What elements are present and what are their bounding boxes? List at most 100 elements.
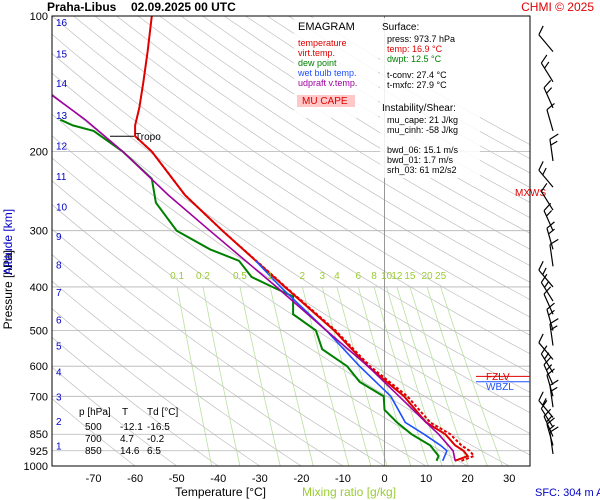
freezing-level-label: FZLV: [486, 372, 510, 383]
temperature-tick-label: -40: [210, 473, 226, 485]
mixing-ratio-label: 25: [435, 271, 447, 282]
dry-adiabat-line: [73, 16, 530, 318]
instability-line: srh_03: 61 m2/s2: [387, 165, 457, 175]
altitude-tick-label: 3: [56, 393, 62, 404]
wind-barb-shaft: [538, 169, 554, 188]
wind-barb-flag: [546, 87, 553, 94]
dry-adiabat-line: [223, 16, 530, 203]
y-axis-label-pressure: Pressure [hPa]: [1, 250, 15, 329]
wind-barb-shaft: [546, 309, 554, 331]
legend-item: virt.temp.: [298, 48, 335, 58]
plot-area: 0.1 0.2 0.5 1 2 3 4 6 8 10 12 15 20 25: [52, 16, 530, 466]
altitude-tick-label: 13: [56, 111, 68, 122]
temperature-tick-label: -50: [169, 473, 185, 485]
dry-adiabat-line: [202, 16, 530, 219]
credit-label: CHMI © 2025: [521, 0, 594, 14]
wind-barb-shaft: [549, 432, 554, 454]
levels-table-cell: 500: [85, 422, 102, 433]
wind-barb: [546, 417, 555, 446]
temperature-tick-label: -10: [335, 473, 351, 485]
temperature-tick-label: -30: [252, 473, 268, 485]
station-name: Praha-Libus: [47, 0, 117, 14]
dry-adiabat-line: [116, 16, 530, 283]
pressure-tick-label: 600: [30, 361, 48, 373]
wind-barb-shaft: [543, 364, 554, 386]
wind-barb-shaft: [543, 87, 554, 109]
wind-barb: [540, 273, 554, 302]
wind-barb: [538, 391, 554, 418]
mixing-ratio-label: 0.2: [196, 271, 210, 282]
levels-table-cell: -0.2: [147, 434, 165, 445]
wind-barb-shaft: [549, 323, 554, 346]
surface-line: dwpt: 12.5 °C: [387, 54, 442, 64]
wind-barbs-column: [538, 25, 559, 454]
mixing-ratio-label: 1: [267, 271, 273, 282]
wind-barb-flag: [546, 368, 555, 376]
altitude-tick-label: 12: [56, 142, 68, 153]
wind-barb-flag: [549, 238, 559, 246]
levels-table-cell: 4.7: [120, 434, 134, 445]
wind-barb: [543, 202, 554, 231]
pressure-tick-label: 700: [30, 391, 48, 403]
mixing-ratio-line: [386, 286, 443, 466]
mixing-ratio-label: 0.5: [233, 271, 247, 282]
dry-adiabat-line: [52, 16, 530, 336]
wind-barb-shaft: [540, 191, 554, 211]
wind-barb-flag: [546, 221, 555, 229]
wind-barb-flag: [540, 345, 548, 355]
wind-barb: [546, 102, 555, 132]
wind-barb-flag: [548, 309, 555, 316]
dry-adiabat-line: [52, 398, 136, 466]
pressure-tick-label: 300: [30, 226, 48, 238]
wind-barb: [540, 182, 554, 211]
levels-table-header: T: [122, 407, 128, 418]
wind-barb-shaft: [549, 385, 554, 408]
surface-line: temp: 16.9 °C: [387, 44, 443, 54]
temperature-tick-label: -60: [127, 473, 143, 485]
wind-barb-flag: [546, 210, 553, 217]
altitude-tick-label: 7: [56, 288, 62, 299]
mixing-ratio-label: 20: [421, 271, 433, 282]
wind-barb-shaft: [540, 282, 554, 302]
dry-adiabat-line: [52, 113, 530, 434]
wind-barb-flag: [538, 260, 544, 271]
legend-item: udpraft v.temp.: [298, 78, 357, 88]
mixing-ratio-label: 15: [404, 271, 416, 282]
temperature-tick-label: -20: [293, 473, 309, 485]
temperature-tick-label: -70: [86, 473, 102, 485]
mixing-ratio-label: 2: [300, 271, 306, 282]
mixing-ratio-label: 10: [381, 271, 393, 282]
mixing-ratio-label: 3: [319, 271, 325, 282]
mixing-ratio-label: 4: [334, 271, 340, 282]
levels-table-cell: 14.6: [120, 446, 140, 457]
legend-item: wet bulb temp.: [297, 68, 357, 78]
wind-barb-flag: [550, 386, 558, 392]
temperature-tick-label: 0: [381, 473, 387, 485]
info-box: [380, 18, 480, 178]
surface-extra-line: t-conv: 27.4 °C: [387, 70, 447, 80]
wind-barb: [538, 260, 554, 288]
altitude-tick-label: 8: [56, 261, 62, 272]
series-line-parcel: [52, 94, 456, 461]
series-line-temperature: [134, 16, 470, 462]
wind-barb-flag: [538, 25, 544, 36]
wind-barb: [540, 345, 554, 373]
wind-barb-flag: [538, 391, 544, 401]
instability-line: bwd_06: 15.1 m/s: [387, 145, 459, 155]
legend-title: EMAGRAM: [298, 21, 355, 33]
dry-adiabat-line: [52, 53, 530, 374]
wind-barb-flag: [538, 161, 544, 171]
wind-barb: [540, 54, 554, 83]
altitude-tick-label: 16: [56, 18, 68, 29]
wind-barb: [543, 80, 554, 109]
wind-barb-flag: [540, 54, 548, 64]
wind-barb-flag: [546, 102, 555, 111]
levels-table-cell: 6.5: [147, 446, 161, 457]
levels-table-header: p [hPa]: [79, 407, 111, 418]
temperature-tick-label: 10: [420, 473, 432, 485]
wind-barb: [543, 408, 554, 437]
altitude-tick-label: 9: [56, 232, 62, 243]
wind-barb-flag: [542, 398, 547, 406]
pressure-tick-label: 100: [30, 11, 48, 23]
mixing-ratio-line: [176, 286, 213, 466]
